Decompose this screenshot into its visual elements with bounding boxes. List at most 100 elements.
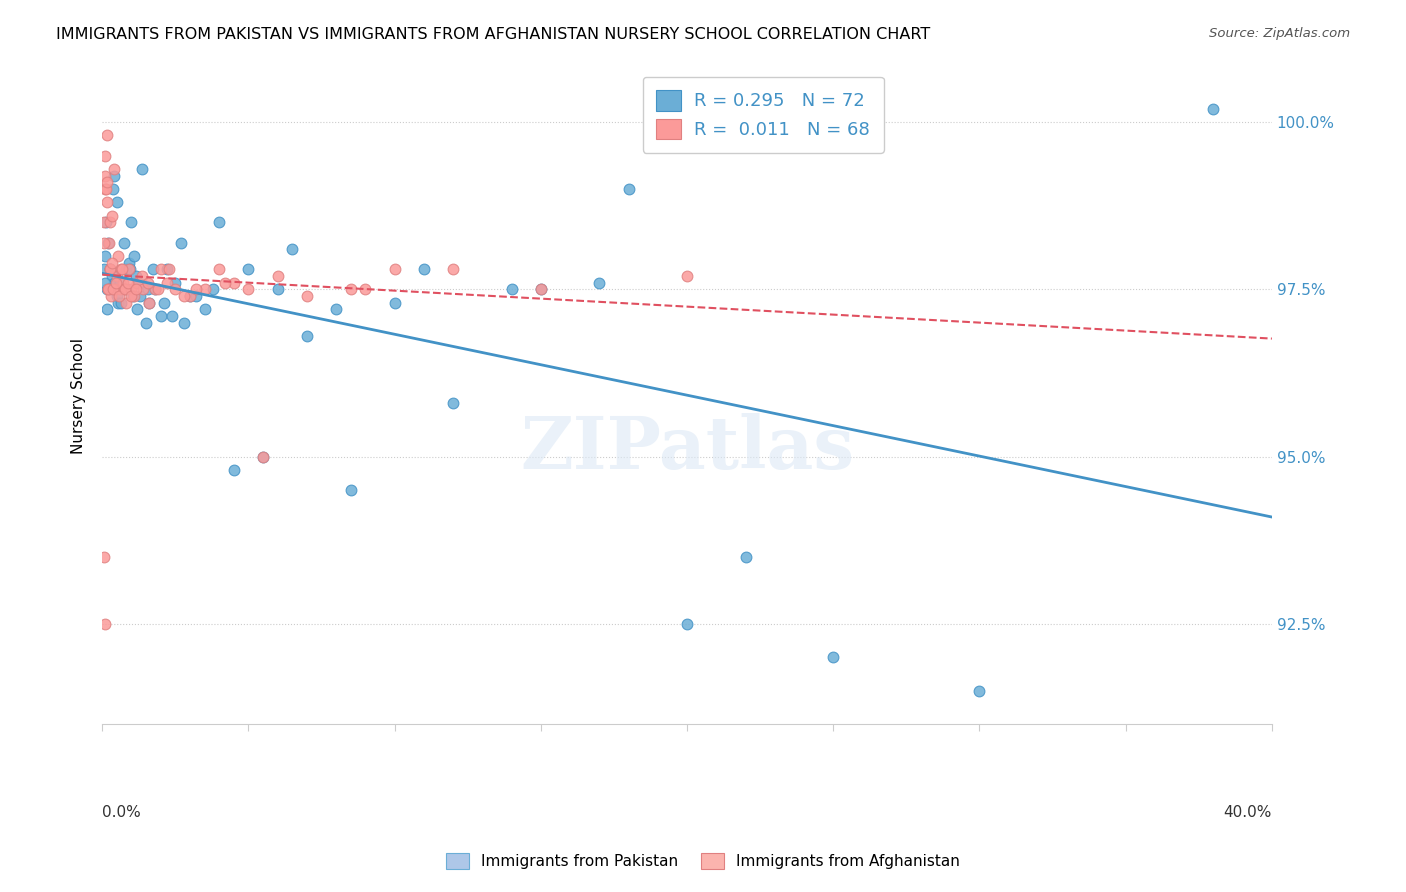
Point bbox=[120, 282, 142, 296]
Point bbox=[100, 289, 122, 303]
Point bbox=[114, 295, 136, 310]
Point bbox=[108, 276, 131, 290]
Point bbox=[97, 235, 120, 250]
Point bbox=[103, 161, 125, 176]
Point bbox=[170, 235, 193, 250]
Point bbox=[676, 268, 699, 283]
Legend: Immigrants from Pakistan, Immigrants from Afghanistan: Immigrants from Pakistan, Immigrants fro… bbox=[440, 847, 966, 875]
Point bbox=[96, 302, 118, 317]
Point bbox=[94, 148, 117, 162]
Point bbox=[98, 262, 121, 277]
Point bbox=[96, 175, 118, 189]
Point bbox=[295, 329, 318, 343]
Point bbox=[96, 282, 118, 296]
Point bbox=[143, 282, 166, 296]
Text: 40.0%: 40.0% bbox=[1223, 805, 1272, 820]
Point bbox=[101, 209, 124, 223]
Point bbox=[127, 276, 149, 290]
Point bbox=[135, 316, 157, 330]
Point bbox=[222, 276, 245, 290]
Point bbox=[129, 289, 152, 303]
Point bbox=[97, 282, 120, 296]
Point bbox=[208, 215, 231, 229]
Point bbox=[114, 262, 136, 277]
Point bbox=[266, 268, 288, 283]
Point bbox=[530, 282, 553, 296]
Point bbox=[94, 215, 117, 229]
Point bbox=[93, 215, 115, 229]
Point bbox=[441, 262, 464, 277]
Point bbox=[107, 249, 129, 263]
Point bbox=[127, 302, 149, 317]
Point bbox=[93, 235, 115, 250]
Point bbox=[110, 262, 132, 277]
Point bbox=[617, 182, 640, 196]
Point bbox=[159, 262, 181, 277]
Point bbox=[98, 262, 121, 277]
Point bbox=[131, 268, 153, 283]
Point bbox=[115, 282, 138, 296]
Point bbox=[118, 262, 141, 277]
Point bbox=[105, 289, 128, 303]
Point bbox=[97, 235, 120, 250]
Point bbox=[93, 182, 115, 196]
Point bbox=[184, 289, 207, 303]
Point bbox=[97, 282, 120, 296]
Point bbox=[142, 262, 165, 277]
Point bbox=[105, 268, 128, 283]
Point bbox=[165, 276, 187, 290]
Point bbox=[120, 289, 142, 303]
Point bbox=[108, 289, 131, 303]
Point bbox=[94, 617, 117, 632]
Point bbox=[117, 276, 139, 290]
Point bbox=[384, 262, 406, 277]
Point bbox=[823, 650, 845, 665]
Point bbox=[112, 282, 135, 296]
Point bbox=[441, 396, 464, 410]
Text: ZIPatlas: ZIPatlas bbox=[520, 413, 853, 484]
Point bbox=[152, 295, 174, 310]
Point bbox=[100, 255, 122, 269]
Y-axis label: Nursery School: Nursery School bbox=[72, 338, 86, 454]
Point bbox=[734, 550, 756, 565]
Point bbox=[111, 282, 134, 296]
Point bbox=[124, 289, 146, 303]
Point bbox=[117, 255, 139, 269]
Point bbox=[131, 161, 153, 176]
Point bbox=[97, 282, 120, 296]
Point bbox=[136, 276, 159, 290]
Point bbox=[193, 302, 215, 317]
Point bbox=[969, 684, 991, 698]
Point bbox=[384, 295, 406, 310]
Text: 0.0%: 0.0% bbox=[103, 805, 141, 820]
Point bbox=[588, 276, 610, 290]
Point bbox=[117, 262, 139, 277]
Point bbox=[266, 282, 288, 296]
Point bbox=[100, 215, 122, 229]
Point bbox=[354, 282, 377, 296]
Point bbox=[530, 282, 553, 296]
Point bbox=[94, 249, 117, 263]
Point bbox=[105, 276, 128, 290]
Point bbox=[193, 282, 215, 296]
Point bbox=[110, 295, 132, 310]
Point bbox=[325, 302, 347, 317]
Point bbox=[103, 282, 125, 296]
Point bbox=[103, 276, 125, 290]
Point bbox=[252, 450, 274, 464]
Point bbox=[101, 268, 124, 283]
Point bbox=[104, 282, 127, 296]
Point bbox=[120, 215, 142, 229]
Point bbox=[138, 295, 160, 310]
Point bbox=[501, 282, 523, 296]
Point bbox=[173, 289, 195, 303]
Point bbox=[111, 262, 134, 277]
Point bbox=[132, 282, 155, 296]
Point bbox=[214, 276, 236, 290]
Point bbox=[252, 450, 274, 464]
Text: Source: ZipAtlas.com: Source: ZipAtlas.com bbox=[1209, 27, 1350, 40]
Point bbox=[184, 282, 207, 296]
Point bbox=[179, 289, 201, 303]
Point bbox=[128, 276, 150, 290]
Point bbox=[165, 282, 187, 296]
